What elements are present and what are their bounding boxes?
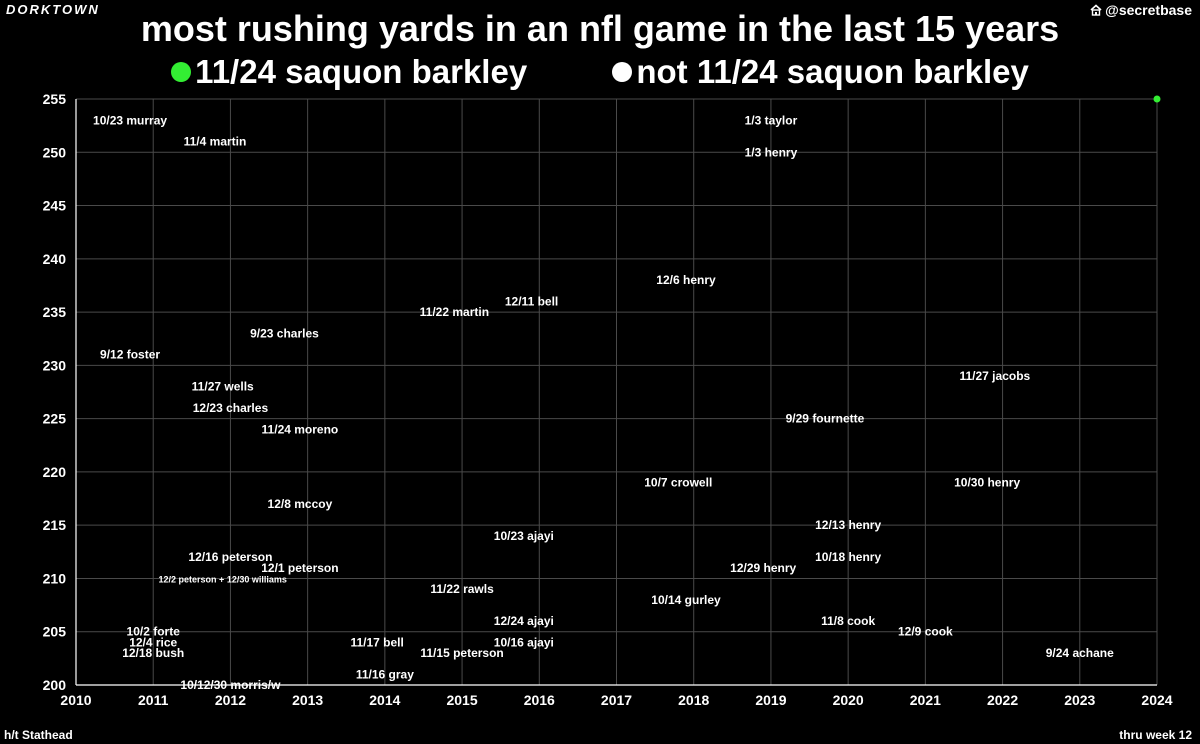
data-range-note: thru week 12 bbox=[1119, 728, 1192, 742]
legend-item-highlight: 11/24 saquon barkley bbox=[171, 53, 527, 91]
y-tick-label: 225 bbox=[43, 411, 67, 427]
data-point-label: 10/30 henry bbox=[954, 476, 1020, 490]
data-point-dot bbox=[1153, 95, 1161, 103]
data-point-label: 10/16 ajayi bbox=[494, 635, 554, 649]
data-point-label: 12/6 henry bbox=[656, 273, 716, 287]
y-tick-label: 220 bbox=[43, 464, 67, 480]
data-point-label: 12/2 peterson + 12/30 williams bbox=[159, 574, 287, 584]
data-point-label: 12/24 ajayi bbox=[494, 614, 554, 628]
chart-title: most rushing yards in an nfl game in the… bbox=[140, 8, 1060, 49]
x-tick-label: 2018 bbox=[678, 692, 709, 708]
data-point-label: 10/14 gurley bbox=[651, 593, 721, 607]
data-point-label: 12/11 bell bbox=[505, 294, 558, 308]
y-tick-label: 230 bbox=[43, 357, 67, 373]
house-icon bbox=[1090, 4, 1102, 16]
data-point-label: 10/2 forte bbox=[127, 625, 181, 639]
y-tick-label: 250 bbox=[43, 144, 67, 160]
data-point-label: 10/23 ajayi bbox=[494, 529, 554, 543]
x-tick-label: 2011 bbox=[138, 692, 169, 708]
x-tick-label: 2015 bbox=[446, 692, 477, 708]
y-tick-label: 255 bbox=[43, 91, 67, 107]
data-point-label: 12/13 henry bbox=[815, 518, 881, 532]
y-tick-label: 210 bbox=[43, 570, 67, 586]
x-tick-label: 2012 bbox=[215, 692, 246, 708]
y-tick-label: 235 bbox=[43, 304, 67, 320]
y-tick-label: 200 bbox=[43, 677, 67, 693]
data-point-label: 11/15 peterson bbox=[420, 646, 503, 660]
y-tick-label: 205 bbox=[43, 624, 67, 640]
y-tick-label: 215 bbox=[43, 517, 67, 533]
legend-dot-other bbox=[612, 62, 633, 82]
data-point-label: 10/12/30 morris/w bbox=[180, 678, 281, 692]
x-tick-label: 2021 bbox=[910, 692, 941, 708]
data-point-label: 10/7 crowell bbox=[644, 476, 712, 490]
x-tick-label: 2013 bbox=[292, 692, 323, 708]
author-handle-text: @secretbase bbox=[1105, 2, 1192, 18]
data-point-label: 11/22 martin bbox=[420, 305, 489, 319]
x-tick-label: 2020 bbox=[833, 692, 864, 708]
data-point-label: 12/16 peterson bbox=[188, 550, 272, 564]
data-point-label: 12/8 mccoy bbox=[268, 497, 333, 511]
data-point-label: 12/4 rice bbox=[129, 635, 177, 649]
data-point-label: 10/23 murray bbox=[93, 113, 167, 127]
data-point-label: 11/16 gray bbox=[356, 667, 414, 681]
x-tick-label: 2017 bbox=[601, 692, 632, 708]
y-tick-label: 245 bbox=[43, 198, 67, 214]
data-point-label: 9/23 charles bbox=[250, 326, 319, 340]
author-handle: @secretbase bbox=[1090, 2, 1192, 18]
data-point-label: 12/23 charles bbox=[193, 401, 269, 415]
x-tick-label: 2016 bbox=[524, 692, 555, 708]
data-point-label: 11/27 jacobs bbox=[959, 369, 1030, 383]
x-tick-label: 2024 bbox=[1141, 692, 1172, 708]
legend-label-other: not 11/24 saquon barkley bbox=[636, 53, 1029, 90]
data-point-label: 11/17 bell bbox=[350, 635, 403, 649]
data-point-label: 11/8 cook bbox=[821, 614, 875, 628]
data-point-label: 11/4 martin bbox=[184, 135, 247, 149]
data-point-label: 10/18 henry bbox=[815, 550, 881, 564]
brand-logo: DORKTOWN bbox=[6, 2, 100, 17]
y-tick-label: 240 bbox=[43, 251, 67, 267]
data-point-label: 1/3 taylor bbox=[745, 113, 798, 127]
data-point-label: 11/27 wells bbox=[192, 380, 254, 394]
data-point-label: 11/24 moreno bbox=[262, 422, 339, 436]
legend-item-other: not 11/24 saquon barkley bbox=[612, 53, 1029, 91]
x-tick-label: 2010 bbox=[60, 692, 91, 708]
data-point-label: 12/9 cook bbox=[898, 625, 953, 639]
data-point-label: 12/29 henry bbox=[730, 561, 796, 575]
x-tick-label: 2023 bbox=[1064, 692, 1095, 708]
data-point-label: 11/22 rawls bbox=[430, 582, 494, 596]
chart-legend: 11/24 saquon barkley not 11/24 saquon ba… bbox=[0, 52, 1200, 91]
legend-label-highlight: 11/24 saquon barkley bbox=[195, 53, 528, 90]
x-tick-label: 2019 bbox=[755, 692, 786, 708]
legend-dot-highlight bbox=[171, 62, 192, 82]
data-point-label: 9/24 achane bbox=[1046, 646, 1114, 660]
data-point-label: 9/29 fournette bbox=[786, 412, 865, 426]
source-credit: h/t Stathead bbox=[4, 728, 73, 742]
data-point-label: 12/1 peterson bbox=[261, 561, 338, 575]
data-point-label: 12/18 bush bbox=[122, 646, 184, 660]
data-point-label: 9/12 foster bbox=[100, 348, 160, 362]
x-tick-label: 2014 bbox=[369, 692, 400, 708]
data-point-label: 1/3 henry bbox=[745, 145, 798, 159]
x-tick-label: 2022 bbox=[987, 692, 1018, 708]
